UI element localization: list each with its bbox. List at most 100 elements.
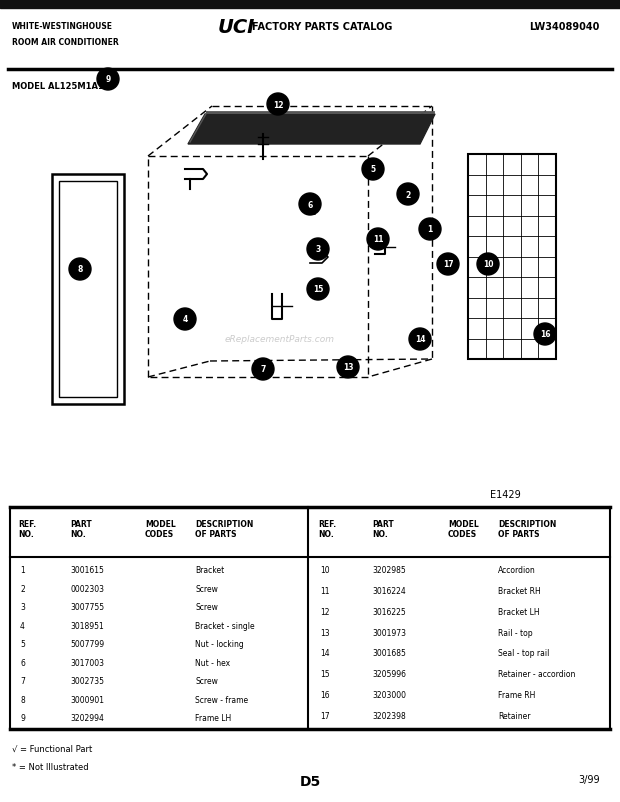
Text: 6: 6 [20,658,25,667]
Text: Bracket - single: Bracket - single [195,621,255,630]
Circle shape [477,253,499,276]
Text: 16: 16 [320,691,330,699]
Text: Nut - hex: Nut - hex [195,658,230,667]
Text: 17: 17 [320,711,330,720]
Text: 15: 15 [313,286,323,294]
Text: 12: 12 [320,607,329,616]
Text: Screw: Screw [195,602,218,611]
Text: OF PARTS: OF PARTS [195,529,236,538]
Text: 10: 10 [320,565,330,574]
Text: MODEL: MODEL [145,520,175,529]
Circle shape [437,253,459,276]
Circle shape [174,309,196,330]
Text: 3: 3 [20,602,25,611]
Text: 3202994: 3202994 [70,714,104,723]
Text: 16: 16 [540,330,550,339]
Text: 3016224: 3016224 [372,586,405,595]
Text: 3007755: 3007755 [70,602,104,611]
Text: 4: 4 [20,621,25,630]
Text: Accordion: Accordion [498,565,536,574]
Text: FACTORY PARTS CATALOG: FACTORY PARTS CATALOG [252,22,392,32]
Text: 14: 14 [415,335,425,344]
Text: 15: 15 [320,670,330,678]
Text: 5: 5 [370,165,376,174]
Text: eReplacementParts.com: eReplacementParts.com [225,335,335,344]
Text: 6: 6 [308,200,312,209]
Text: 3202398: 3202398 [372,711,405,720]
Text: 3: 3 [316,245,321,254]
Text: 7: 7 [20,677,25,686]
Circle shape [267,94,289,115]
Bar [0,7,620,9]
Circle shape [69,259,91,281]
Text: 13: 13 [343,363,353,372]
Text: MODEL: MODEL [448,520,479,529]
Text: Retainer - accordion: Retainer - accordion [498,670,575,678]
Text: Screw - frame: Screw - frame [195,695,248,704]
Circle shape [367,229,389,251]
Text: 3002735: 3002735 [70,677,104,686]
Text: 3017003: 3017003 [70,658,104,667]
Text: 3205996: 3205996 [372,670,406,678]
Text: 0002303: 0002303 [70,584,104,593]
Circle shape [337,357,359,379]
Circle shape [409,329,431,350]
Text: CODES: CODES [448,529,477,538]
Text: 3000901: 3000901 [70,695,104,704]
Text: 3018951: 3018951 [70,621,104,630]
Text: DESCRIPTION: DESCRIPTION [195,520,254,529]
Text: LW34089040: LW34089040 [529,22,600,32]
Text: 11: 11 [320,586,329,595]
Text: 3202985: 3202985 [372,565,405,574]
Text: PART: PART [372,520,394,529]
Text: D5: D5 [299,774,321,788]
Polygon shape [188,115,435,145]
Text: 3016225: 3016225 [372,607,405,616]
Text: REF.: REF. [318,520,336,529]
Circle shape [97,69,119,91]
Text: 3001685: 3001685 [372,649,406,658]
Text: 10: 10 [483,260,494,269]
Text: 8: 8 [78,265,82,274]
Text: 3/99: 3/99 [578,774,600,784]
Text: DESCRIPTION: DESCRIPTION [498,520,556,529]
Circle shape [252,358,274,380]
Text: Seal - top rail: Seal - top rail [498,649,549,658]
Text: Frame RH: Frame RH [498,691,536,699]
Text: 9: 9 [20,714,25,723]
Text: REF.: REF. [18,520,36,529]
Text: 3001973: 3001973 [372,628,406,637]
Text: Retainer: Retainer [498,711,531,720]
Text: 9: 9 [105,75,110,84]
Text: NO.: NO. [70,529,86,538]
Text: Screw: Screw [195,584,218,593]
Text: WHITE-WESTINGHOUSE: WHITE-WESTINGHOUSE [12,22,113,31]
Text: Frame LH: Frame LH [195,714,231,723]
Text: * = Not Illustrated: * = Not Illustrated [12,762,89,771]
Text: MODEL AL125M1A1: MODEL AL125M1A1 [12,82,104,91]
Circle shape [397,184,419,206]
Text: PART: PART [70,520,92,529]
Text: 2: 2 [405,190,410,199]
Circle shape [299,194,321,216]
Text: NO.: NO. [318,529,334,538]
Circle shape [419,219,441,241]
Text: ROOM AIR CONDITIONER: ROOM AIR CONDITIONER [12,38,119,47]
Text: 3001615: 3001615 [70,565,104,574]
Text: √ = Functional Part: √ = Functional Part [12,744,92,753]
Text: Rail - top: Rail - top [498,628,533,637]
Text: NO.: NO. [372,529,388,538]
Bar [59,182,117,398]
Text: 17: 17 [443,260,453,269]
Bar [0,0,620,8]
Text: 5: 5 [20,639,25,648]
Text: 14: 14 [320,649,330,658]
Text: NO.: NO. [18,529,33,538]
Text: 8: 8 [20,695,25,704]
Circle shape [534,323,556,346]
Text: Bracket LH: Bracket LH [498,607,539,616]
Text: 13: 13 [320,628,330,637]
Text: E1429: E1429 [490,489,521,500]
Text: 5007799: 5007799 [70,639,104,648]
Text: Nut - locking: Nut - locking [195,639,244,648]
